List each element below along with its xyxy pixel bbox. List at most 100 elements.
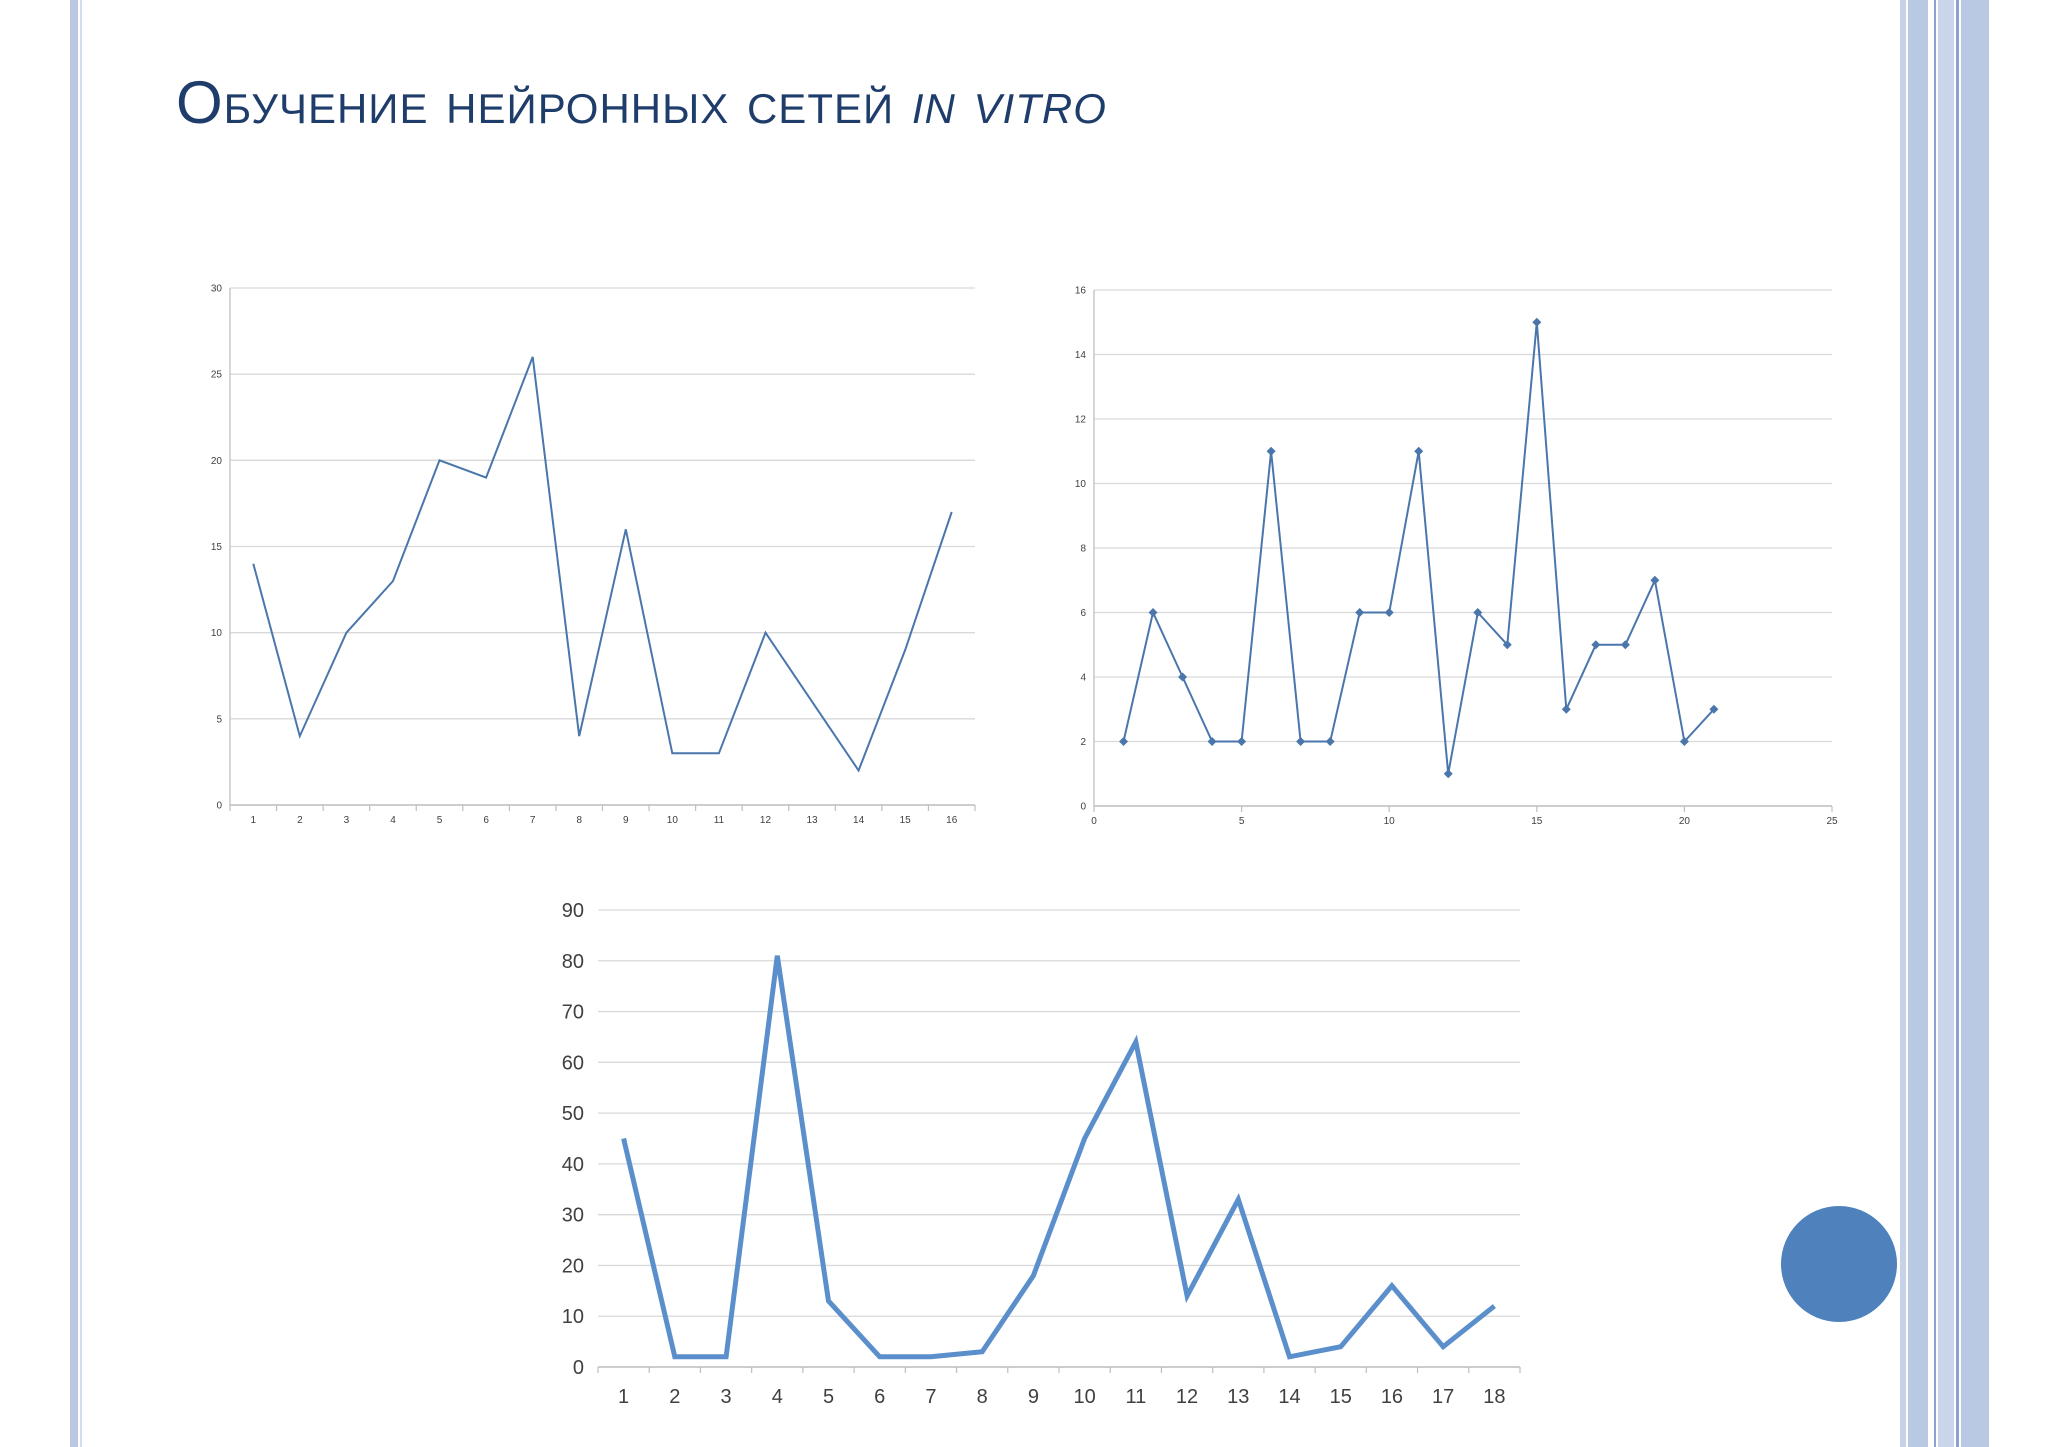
x-tick-label: 13 [1227,1386,1249,1408]
data-point-marker [1561,704,1571,714]
x-tick-label: 9 [1028,1386,1039,1408]
y-tick-label: 60 [562,1052,584,1074]
slide-title: Обучение нейронных сетей in vitro [176,68,1107,137]
x-tick-label: 15 [1330,1386,1352,1408]
y-tick-label: 6 [1080,608,1086,619]
decorative-circle [1781,1206,1897,1322]
data-point-marker [1532,317,1542,327]
x-tick-label: 5 [437,815,443,826]
y-tick-label: 20 [562,1255,584,1277]
x-tick-label: 18 [1483,1386,1505,1408]
x-tick-label: 4 [390,815,396,826]
y-tick-label: 90 [562,900,584,922]
x-tick-label: 1 [618,1386,629,1408]
y-tick-label: 12 [1075,415,1087,426]
right-border-bar-inner [1961,0,1989,1447]
data-point-marker [1207,737,1217,746]
y-tick-label: 20 [211,456,223,467]
x-tick-label: 20 [1679,816,1691,827]
y-tick-label: 0 [573,1357,584,1379]
y-tick-label: 70 [562,1002,584,1024]
right-border-bar-wide [1908,0,1928,1447]
data-point-marker [1502,640,1512,650]
y-tick-label: 30 [211,284,223,295]
x-tick-label: 2 [297,815,303,826]
x-tick-label: 0 [1091,816,1097,827]
y-tick-label: 4 [1080,673,1086,684]
x-tick-label: 16 [946,815,958,826]
data-point-marker [1237,737,1247,746]
data-point-marker [1620,640,1630,650]
data-point-marker [1384,608,1394,617]
left-border-line [80,0,82,1447]
y-tick-label: 10 [211,628,223,639]
x-tick-label: 10 [1073,1386,1095,1408]
y-tick-label: 10 [1075,479,1087,490]
x-tick-label: 9 [623,815,629,826]
data-point-marker [1591,640,1601,650]
x-tick-label: 12 [760,815,772,826]
data-point-marker [1355,608,1365,617]
y-tick-label: 10 [562,1306,584,1328]
right-border-bar-mid [1938,0,1954,1447]
y-tick-label: 0 [216,801,222,812]
x-tick-label: 8 [576,815,582,826]
data-point-marker [1650,575,1660,585]
data-point-marker [1443,769,1453,779]
left-border-bar [70,0,78,1447]
series-line [252,356,953,773]
y-tick-label: 50 [562,1103,584,1125]
data-point-marker [1679,737,1689,746]
x-tick-label: 14 [853,815,865,826]
x-tick-label: 8 [977,1386,988,1408]
x-tick-label: 25 [1826,816,1838,827]
data-point-marker [1414,446,1424,456]
x-tick-label: 13 [806,815,818,826]
x-tick-label: 5 [823,1386,834,1408]
data-point-marker [1178,672,1188,682]
x-tick-label: 6 [483,815,489,826]
y-tick-label: 40 [562,1154,584,1176]
data-point-marker [1119,737,1129,746]
slide-title-italic: in vitro [911,69,1107,136]
data-point-marker [1148,608,1158,617]
series-line [621,955,1496,1360]
x-tick-label: 12 [1176,1386,1198,1408]
data-point-marker [1709,704,1719,714]
x-tick-label: 1 [251,815,257,826]
right-border-line-1 [1934,0,1936,1447]
y-tick-label: 5 [216,714,222,725]
x-tick-label: 16 [1381,1386,1403,1408]
y-tick-label: 15 [211,542,223,553]
y-tick-label: 16 [1075,286,1087,297]
x-tick-label: 10 [667,815,679,826]
right-border-bar-outer [1900,0,1906,1447]
x-tick-label: 14 [1278,1386,1300,1408]
x-tick-label: 3 [344,815,350,826]
y-tick-label: 8 [1080,544,1086,555]
x-tick-label: 11 [714,815,725,826]
x-tick-label: 6 [874,1386,885,1408]
right-border-line-2 [1956,0,1959,1447]
slide-title-main: Обучение нейронных сетей [176,69,912,136]
data-point-marker [1473,608,1483,617]
y-tick-label: 80 [562,951,584,973]
y-tick-label: 2 [1080,737,1086,748]
y-tick-label: 25 [211,370,223,381]
x-tick-label: 10 [1384,816,1396,827]
x-tick-label: 2 [669,1386,680,1408]
x-tick-label: 4 [772,1386,783,1408]
y-tick-label: 14 [1075,350,1087,361]
y-tick-label: 0 [1080,802,1086,813]
x-tick-label: 11 [1125,1386,1146,1408]
x-tick-label: 7 [530,815,536,826]
x-tick-label: 5 [1239,816,1245,827]
x-tick-label: 17 [1432,1386,1454,1408]
y-tick-label: 30 [562,1205,584,1227]
x-tick-label: 15 [900,815,912,826]
data-point-marker [1325,737,1335,746]
data-point-marker [1266,446,1276,456]
